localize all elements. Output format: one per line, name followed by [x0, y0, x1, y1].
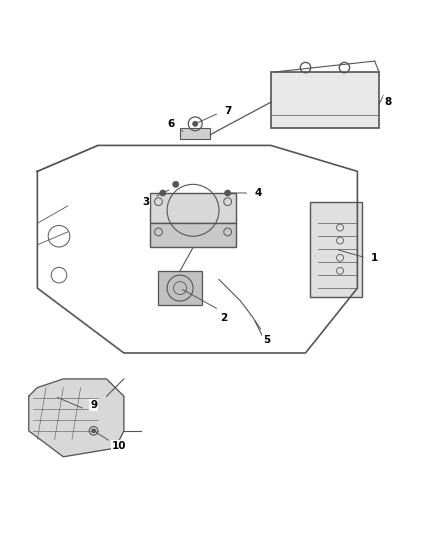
Circle shape	[193, 121, 198, 126]
FancyBboxPatch shape	[310, 201, 362, 297]
Text: 10: 10	[112, 441, 127, 451]
Circle shape	[173, 181, 179, 188]
Text: 6: 6	[168, 119, 175, 129]
Text: 7: 7	[224, 106, 231, 116]
Text: 8: 8	[384, 97, 391, 107]
FancyBboxPatch shape	[150, 193, 236, 223]
FancyBboxPatch shape	[159, 271, 202, 305]
Circle shape	[160, 190, 166, 196]
Text: 3: 3	[142, 197, 149, 207]
Text: 5: 5	[263, 335, 270, 345]
Text: 9: 9	[90, 400, 97, 410]
Polygon shape	[29, 379, 124, 457]
Text: 4: 4	[254, 188, 261, 198]
Text: 1: 1	[371, 253, 378, 263]
Circle shape	[92, 429, 95, 433]
FancyBboxPatch shape	[150, 223, 236, 247]
FancyBboxPatch shape	[271, 72, 379, 128]
Circle shape	[225, 190, 231, 196]
Text: 2: 2	[220, 313, 227, 324]
FancyBboxPatch shape	[180, 128, 210, 139]
